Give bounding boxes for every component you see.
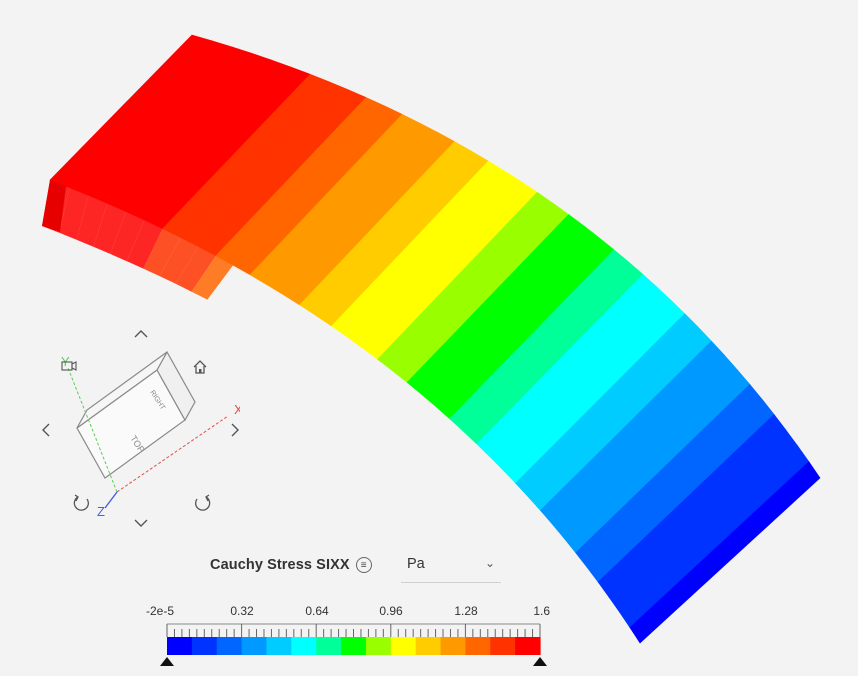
- colorbar-segment: [527, 637, 541, 655]
- beam-side-face-band: [191, 255, 234, 300]
- colorbar-segment: [428, 637, 442, 655]
- colorbar-segment: [328, 637, 342, 655]
- chevron-down-icon[interactable]: [134, 519, 148, 527]
- chevron-up-icon[interactable]: [134, 330, 148, 338]
- home-icon[interactable]: [193, 360, 207, 374]
- colorbar-svg: [160, 623, 547, 666]
- view-cube[interactable]: TOP RIGHT X Y Z: [30, 320, 243, 535]
- colorbar-segment: [365, 637, 379, 655]
- beam-side-face-band: [59, 187, 89, 240]
- colorbar-segment: [353, 637, 367, 655]
- beam-side-face-band: [126, 220, 163, 269]
- camera-icon[interactable]: [61, 361, 77, 371]
- colorbar-segment: [415, 637, 429, 655]
- cube-face-back[interactable]: [76, 351, 168, 429]
- beam-side-face-band: [159, 237, 199, 284]
- legend-min-label: -2e-5: [146, 604, 175, 618]
- colorbar-segment: [266, 637, 280, 655]
- colorbar-segment: [465, 637, 479, 655]
- colorbar-segment: [291, 637, 305, 655]
- beam-side-face-band: [143, 228, 181, 277]
- beam-top-face-band: [629, 461, 821, 644]
- colorbar-segment: [477, 637, 491, 655]
- colorbar-segment: [191, 637, 205, 655]
- view-cube-widget[interactable]: TOP RIGHT X Y Z: [30, 320, 243, 535]
- beam-side-face-band: [76, 195, 108, 247]
- colorbar-segment: [254, 637, 268, 655]
- colorbar-segment: [341, 637, 355, 655]
- chevron-down-icon: ⌄: [484, 556, 495, 570]
- colorbar-segment: [440, 637, 454, 655]
- rotate-ccw-icon[interactable]: [73, 494, 89, 511]
- colorbar-segment: [403, 637, 417, 655]
- colorbar-segment: [278, 637, 292, 655]
- colorbar-segment: [316, 637, 330, 655]
- z-axis-label: Z: [97, 504, 105, 519]
- chevron-right-icon[interactable]: [231, 423, 239, 437]
- unit-dropdown[interactable]: Pa ⌄: [401, 548, 501, 583]
- legend-max-label: 1.6: [533, 604, 550, 618]
- legend-menu-button[interactable]: ≡: [355, 557, 372, 573]
- y-axis-line: [67, 367, 118, 493]
- colorbar-segment: [490, 637, 504, 655]
- colorbar-segment: [204, 637, 218, 655]
- colorbar-segment: [179, 637, 193, 655]
- result-field-name: Cauchy Stress SIXX: [210, 557, 350, 573]
- colorbar-segment: [390, 637, 404, 655]
- beam-side-face-band: [175, 246, 216, 292]
- beam-end-face: [42, 180, 66, 232]
- x-axis-label: X: [234, 402, 240, 417]
- range-max-handle[interactable]: [533, 657, 547, 666]
- color-legend: -2e-5 0.32 0.64 0.96 1.28 1.6: [140, 600, 560, 676]
- x-axis-line: [116, 415, 229, 493]
- colorbar-segment: [515, 637, 529, 655]
- beam-side-face-band: [93, 203, 127, 254]
- beam-side-face-band: [110, 211, 145, 262]
- range-min-handle[interactable]: [160, 657, 174, 666]
- z-axis-line: [104, 491, 118, 509]
- chevron-left-icon[interactable]: [42, 423, 50, 437]
- legend-tick-label: 0.96: [379, 604, 403, 618]
- colorbar-segment: [502, 637, 516, 655]
- colorbar-segment: [241, 637, 255, 655]
- colorbar-segment: [378, 637, 392, 655]
- unit-value: Pa: [407, 556, 425, 572]
- legend-header: Cauchy Stress SIXX ≡: [210, 548, 372, 582]
- colorbar-segment: [452, 637, 466, 655]
- list-icon: ≡: [360, 559, 367, 571]
- legend-tick-label: 0.64: [305, 604, 329, 618]
- colorbar-segment: [216, 637, 230, 655]
- colorbar-segment: [303, 637, 317, 655]
- legend-tick-label: 1.28: [454, 604, 478, 618]
- legend-tick-label: 0.32: [230, 604, 254, 618]
- colorbar-segment: [167, 637, 181, 655]
- rotate-cw-icon[interactable]: [195, 494, 211, 511]
- colorbar-segment: [229, 637, 243, 655]
